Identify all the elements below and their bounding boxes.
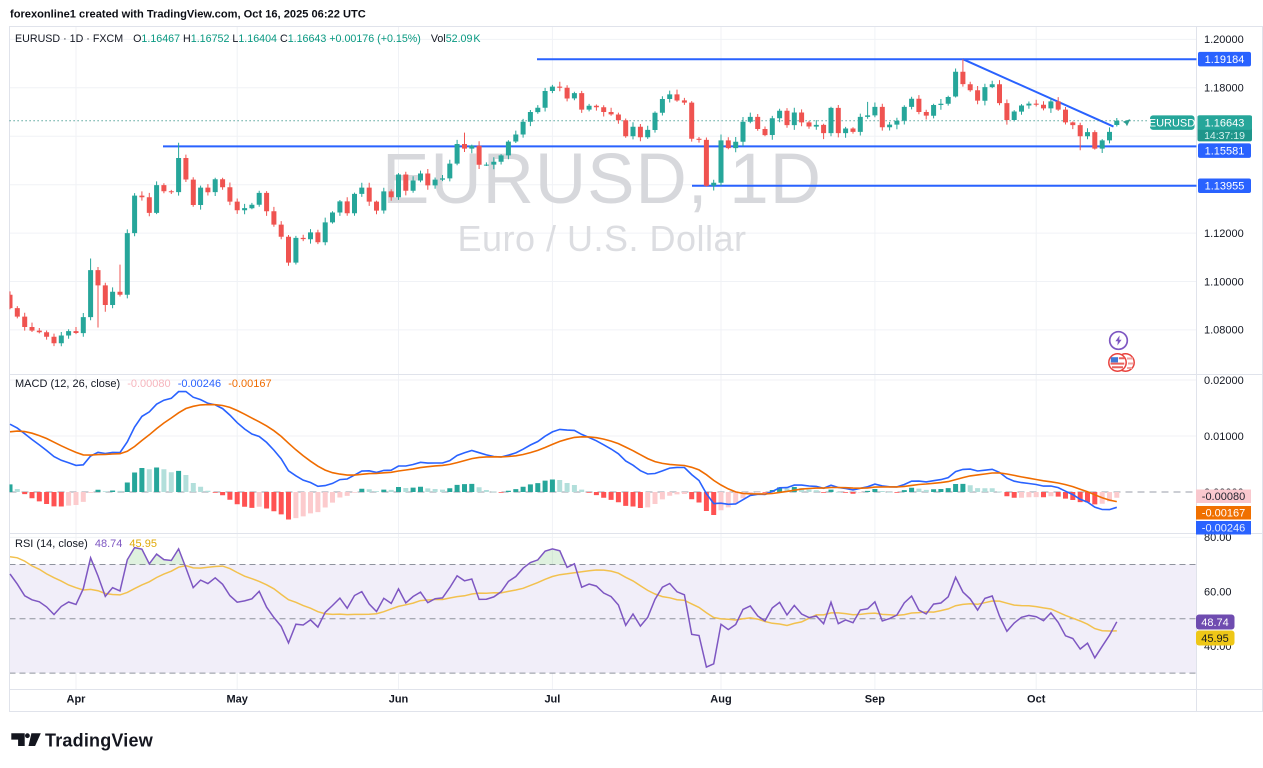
- svg-text:1.20000: 1.20000: [1204, 34, 1244, 46]
- svg-text:Euro / U.S. Dollar: Euro / U.S. Dollar: [457, 218, 746, 259]
- svg-text:1.15581: 1.15581: [1205, 146, 1245, 158]
- svg-text:45.95: 45.95: [1201, 633, 1229, 645]
- svg-text:forexonline1 created with Trad: forexonline1 created with TradingView.co…: [10, 9, 366, 21]
- svg-text:-0.00246: -0.00246: [1202, 523, 1245, 535]
- svg-text:1.13955: 1.13955: [1205, 181, 1245, 193]
- svg-text:-0.00080: -0.00080: [1202, 491, 1245, 503]
- svg-text:1.16643: 1.16643: [1205, 118, 1245, 130]
- svg-text:Aug: Aug: [710, 694, 731, 706]
- svg-text:1.19184: 1.19184: [1205, 54, 1245, 66]
- svg-text:1.08000: 1.08000: [1204, 325, 1244, 337]
- svg-text:Sep: Sep: [865, 694, 885, 706]
- svg-text:May: May: [226, 694, 248, 706]
- svg-text:TradingView: TradingView: [45, 731, 154, 751]
- svg-text:Apr: Apr: [67, 694, 87, 706]
- svg-text:48.74: 48.74: [1201, 617, 1229, 629]
- svg-text:EURUSD: EURUSD: [1149, 117, 1196, 129]
- svg-text:60.00: 60.00: [1204, 586, 1232, 598]
- svg-text:-0.00167: -0.00167: [1202, 508, 1245, 520]
- svg-text:EURUSD, 1D: EURUSD, 1D: [382, 140, 822, 219]
- svg-text:Jun: Jun: [389, 694, 409, 706]
- svg-text:0.02000: 0.02000: [1204, 375, 1244, 387]
- svg-text:1.12000: 1.12000: [1204, 228, 1244, 240]
- svg-text:80.00: 80.00: [1204, 532, 1232, 544]
- svg-text:14:37:19: 14:37:19: [1204, 130, 1245, 142]
- svg-text:1.18000: 1.18000: [1204, 83, 1244, 95]
- svg-text:0.01000: 0.01000: [1204, 431, 1244, 443]
- svg-text:Oct: Oct: [1027, 694, 1046, 706]
- svg-text:1.10000: 1.10000: [1204, 276, 1244, 288]
- svg-text:Jul: Jul: [544, 694, 560, 706]
